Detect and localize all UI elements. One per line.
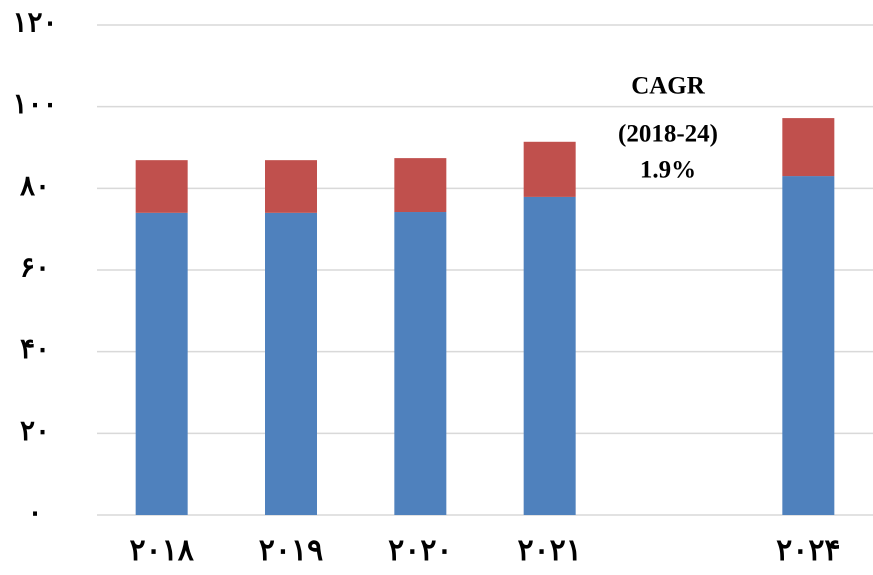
bar-segment [394,158,447,213]
bar-segment [523,196,576,516]
y-tick-label: ۶۰ [20,252,50,283]
bar-segment [265,212,317,516]
annotation: CAGR [631,73,706,100]
annotation: (2018-24) [618,121,718,148]
y-tick-label: ۰ [27,497,42,528]
y-tick-label: ۱۰۰ [12,89,57,120]
y-tick-label: ۱۲۰ [12,7,57,38]
bar-segment [782,118,835,177]
bar-segment [523,141,576,197]
y-tick-label: ۸۰ [20,171,50,202]
annotation: 1.9% [640,157,696,184]
bar-segment [135,160,188,213]
bar-segment [265,160,317,213]
x-tick-label: ۲۰۱۹ [259,534,323,567]
x-tick-label: ۲۰۲۰ [388,534,452,567]
x-tick-label: ۲۰۲۴ [776,534,840,567]
bar-segment [135,212,188,516]
bar-segment [394,212,447,515]
x-tick-label: ۲۰۱۸ [129,534,194,567]
x-tick-label: ۲۰۲۱ [517,534,581,567]
bar-segment [782,176,835,516]
y-tick-label: ۴۰ [20,334,50,365]
y-tick-label: ۲۰ [20,416,50,447]
